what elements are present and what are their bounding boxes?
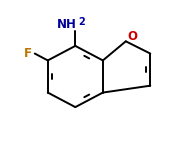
Text: F: F xyxy=(24,47,32,60)
Text: NH: NH xyxy=(57,18,77,31)
Text: 2: 2 xyxy=(78,17,85,27)
Text: O: O xyxy=(128,30,138,43)
